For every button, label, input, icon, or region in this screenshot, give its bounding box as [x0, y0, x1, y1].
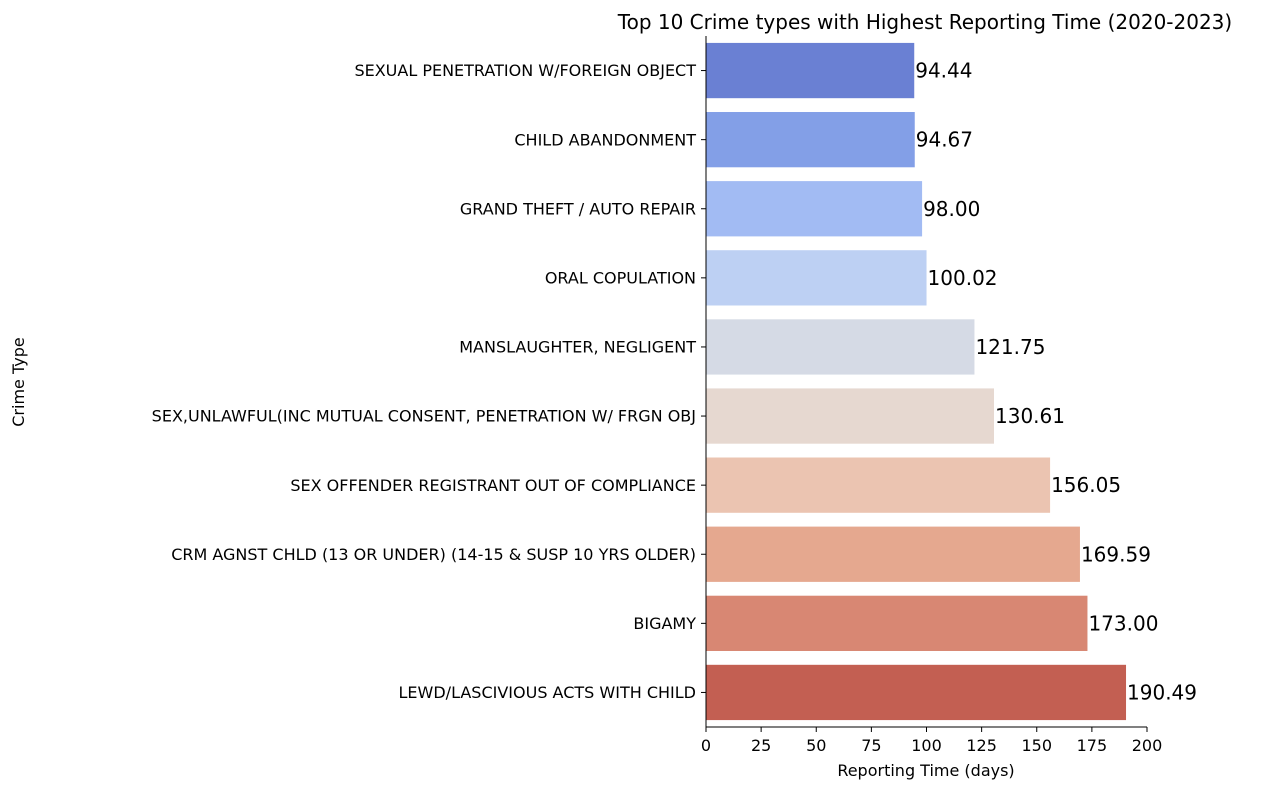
- data-label: 121.75: [975, 335, 1045, 359]
- bar: [706, 388, 994, 444]
- chart-title: Top 10 Crime types with Highest Reportin…: [617, 10, 1232, 34]
- category-label: GRAND THEFT / AUTO REPAIR: [460, 199, 696, 218]
- category-label: CHILD ABANDONMENT: [514, 130, 696, 149]
- y-axis-label: Crime Type: [9, 337, 28, 426]
- data-label: 94.44: [915, 59, 972, 83]
- data-label: 130.61: [995, 404, 1065, 428]
- x-tick-label: 150: [1021, 736, 1052, 755]
- category-label: SEX,UNLAWFUL(INC MUTUAL CONSENT, PENETRA…: [152, 407, 696, 426]
- bar: [706, 595, 1088, 651]
- x-tick-label: 25: [751, 736, 771, 755]
- bar: [706, 457, 1051, 513]
- data-label: 98.00: [923, 197, 980, 221]
- category-label: BIGAMY: [633, 614, 696, 633]
- data-labels-group: 94.44 94.67 98.00 100.02 121.75 130.61 156.05 1…: [915, 59, 1197, 705]
- bar: [706, 664, 1127, 721]
- x-tick-label: 175: [1077, 736, 1108, 755]
- data-label: 169.59: [1081, 542, 1151, 566]
- data-label: 94.67: [916, 128, 973, 152]
- x-tick-label: 0: [701, 736, 711, 755]
- category-labels-group: SEXUAL PENETRATION W/FOREIGN OBJECT CHILD…: [152, 61, 706, 702]
- bars-group: [706, 42, 1127, 721]
- x-axis-label: Reporting Time (days): [837, 761, 1014, 780]
- bar: [706, 181, 923, 237]
- x-tick-label: 125: [966, 736, 997, 755]
- data-label: 190.49: [1127, 680, 1197, 704]
- category-label: SEXUAL PENETRATION W/FOREIGN OBJECT: [354, 61, 696, 80]
- data-label: 173.00: [1088, 611, 1158, 635]
- category-label: LEWD/LASCIVIOUS ACTS WITH CHILD: [399, 683, 696, 702]
- bar: [706, 250, 927, 306]
- bar: [706, 319, 975, 375]
- category-label: MANSLAUGHTER, NEGLIGENT: [459, 338, 696, 357]
- category-label: ORAL COPULATION: [545, 268, 696, 287]
- x-tick-label: 50: [806, 736, 826, 755]
- bar: [706, 526, 1080, 582]
- data-label: 100.02: [928, 266, 998, 290]
- x-tick-label: 75: [861, 736, 881, 755]
- x-ticks-group: 0 25 50 75 100 125 150 175 200: [701, 727, 1162, 755]
- category-label: CRM AGNST CHLD (13 OR UNDER) (14-15 & SU…: [171, 545, 696, 564]
- category-label: SEX OFFENDER REGISTRANT OUT OF COMPLIANC…: [290, 476, 696, 495]
- x-tick-label: 100: [911, 736, 942, 755]
- bar: [706, 112, 915, 168]
- bar: [706, 42, 915, 99]
- data-label: 156.05: [1051, 473, 1121, 497]
- x-tick-label: 200: [1132, 736, 1163, 755]
